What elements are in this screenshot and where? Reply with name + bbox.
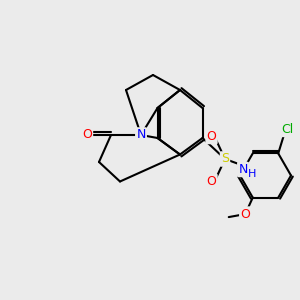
Text: S: S [221, 152, 229, 166]
Text: O: O [207, 130, 216, 143]
Text: N: N [238, 163, 248, 176]
Text: Cl: Cl [281, 123, 293, 136]
Text: O: O [240, 208, 250, 220]
Text: H: H [248, 169, 256, 179]
Text: O: O [207, 175, 216, 188]
Text: O: O [82, 128, 92, 142]
Text: N: N [136, 128, 146, 142]
